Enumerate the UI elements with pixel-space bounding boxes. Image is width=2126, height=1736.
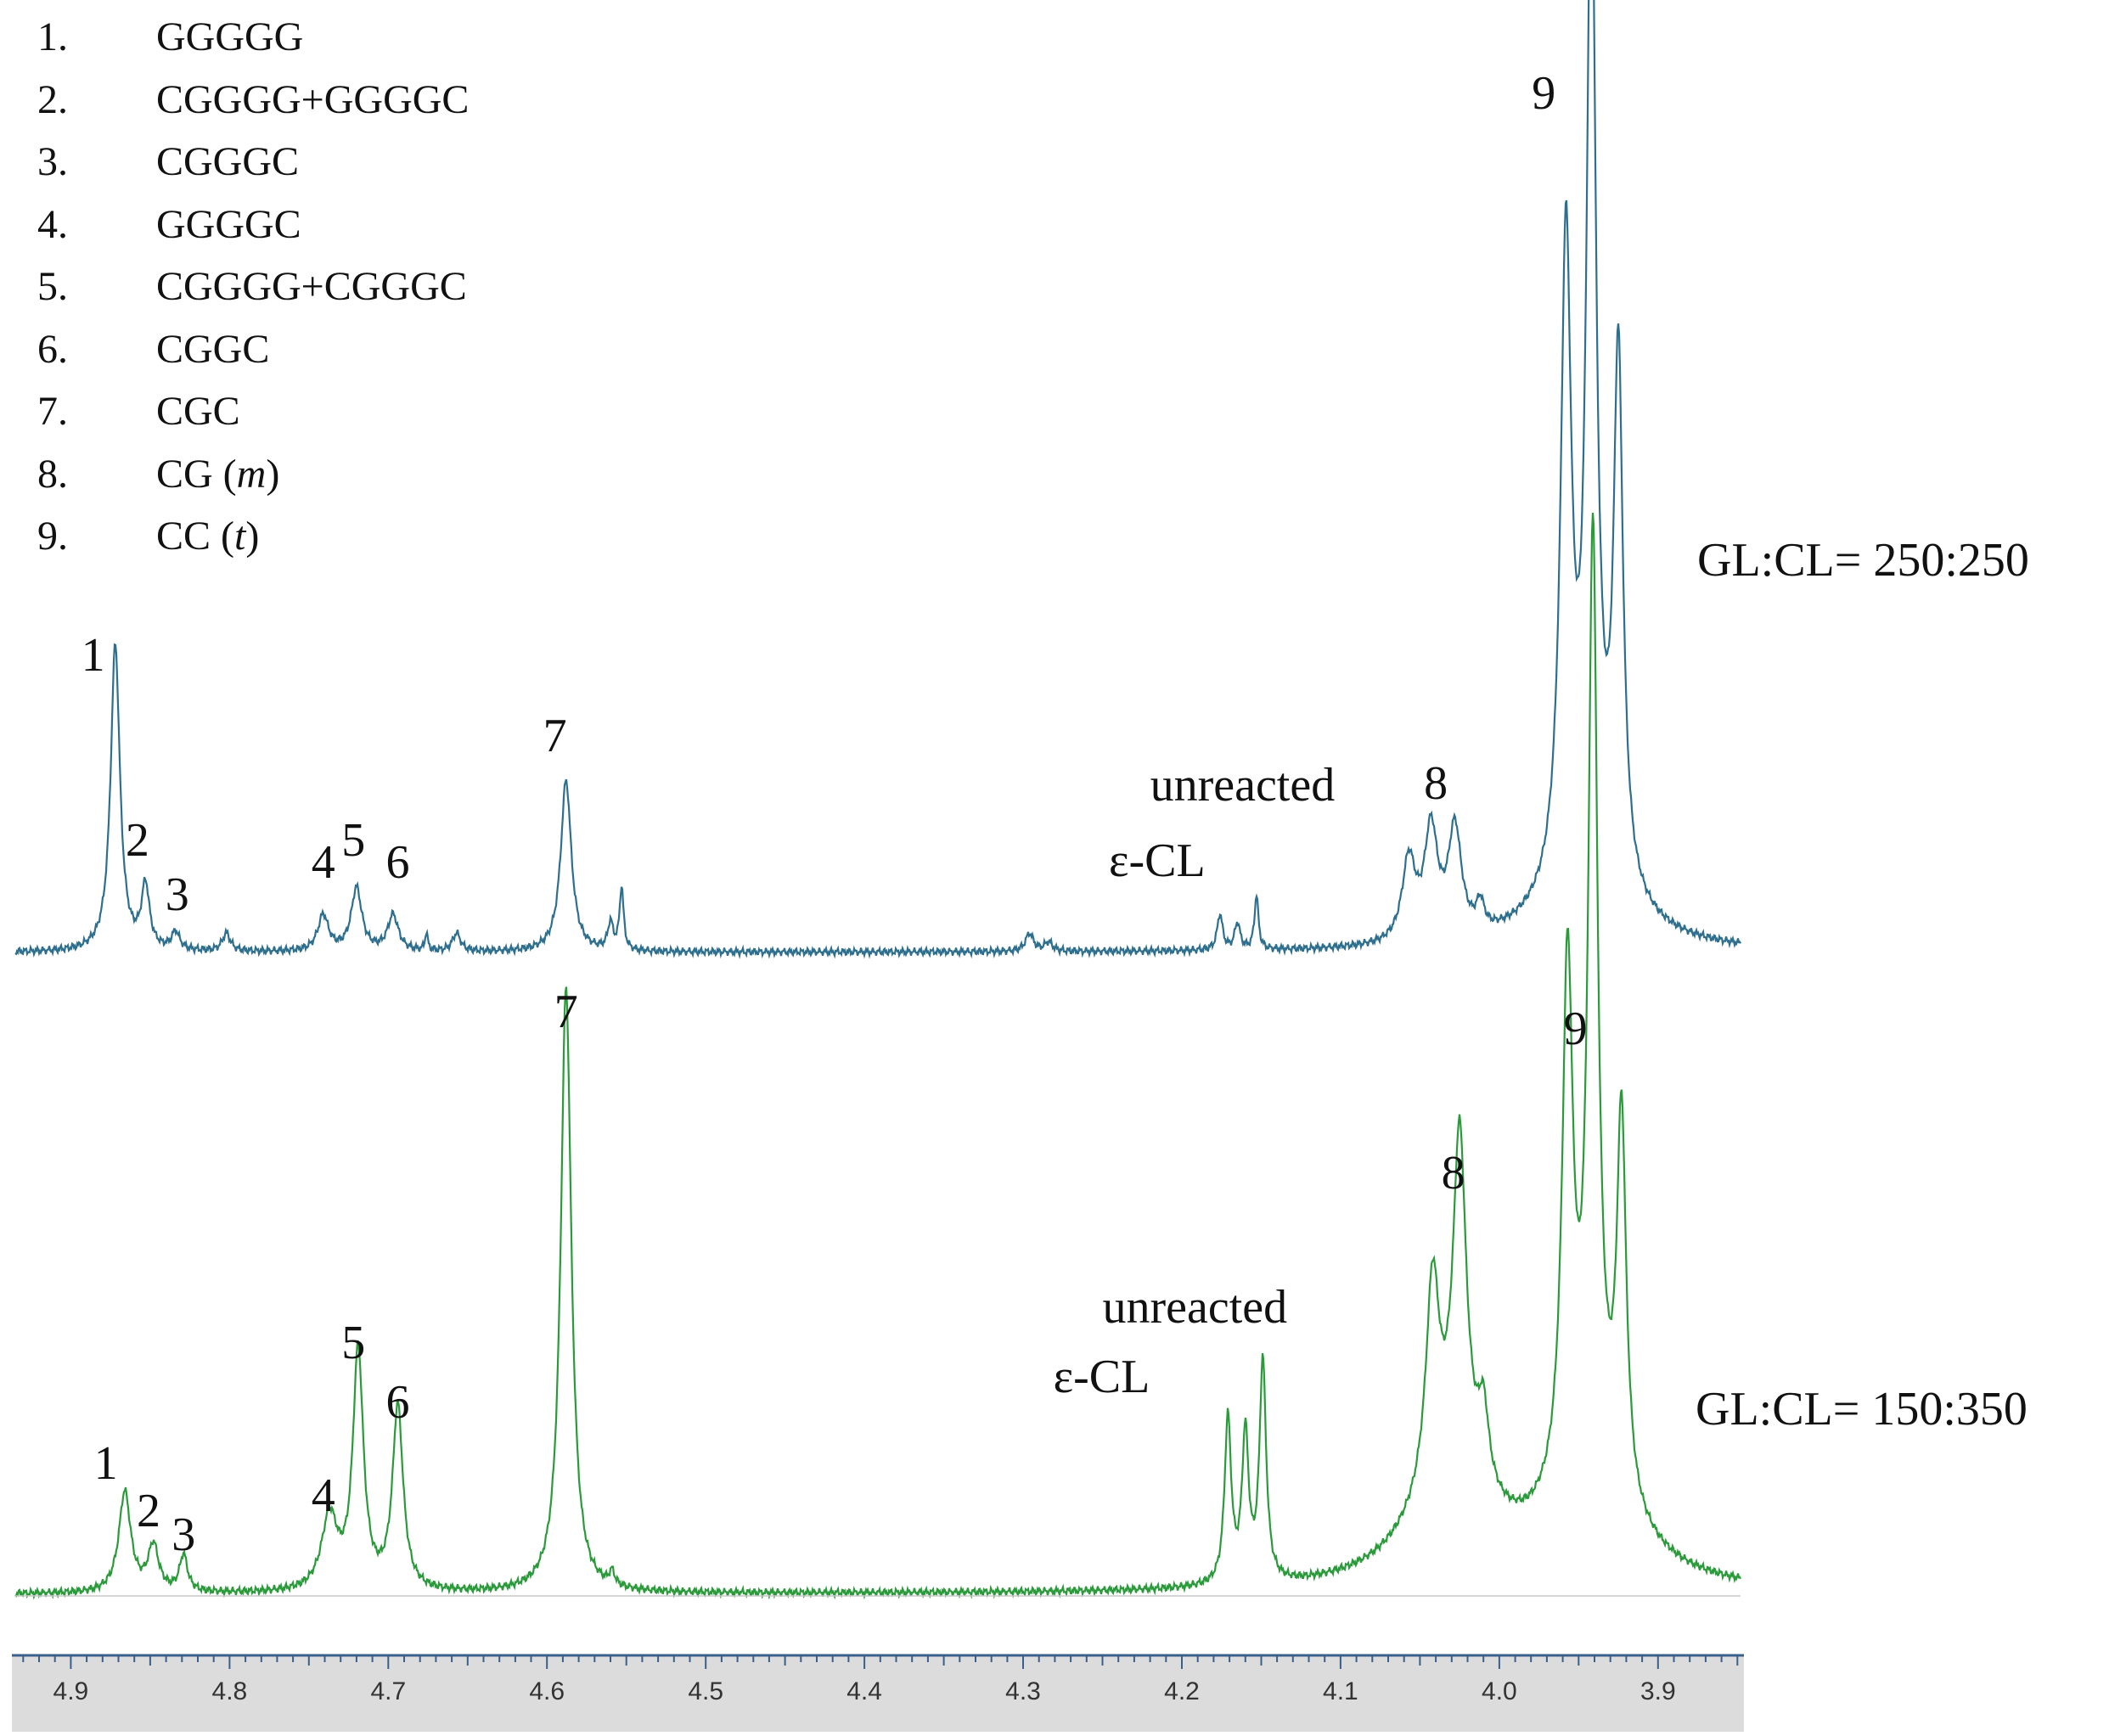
legend-number: 7. bbox=[37, 389, 68, 434]
peak-label-bottom-6: 7 bbox=[554, 986, 578, 1038]
peak-label-bottom-9: 8 bbox=[1442, 1147, 1465, 1199]
legend-label: CGC bbox=[156, 389, 240, 434]
peak-label-top-3: 4 bbox=[312, 836, 335, 889]
peak-label-bottom-4: 5 bbox=[341, 1317, 365, 1369]
ppm-axis: 4.9 4.8 4.7 4.6 4.5 4.4 4.3 4.2 4.1 4.0 3.9 bbox=[12, 1654, 1744, 1732]
x-tick-label-7: 4.2 bbox=[1164, 1677, 1200, 1705]
legend-label: CG (m) bbox=[156, 451, 280, 497]
legend-label: CC (t) bbox=[156, 514, 260, 559]
peak-label-top-10: 9 bbox=[1532, 67, 1555, 120]
peak-label-top-7: unreacted bbox=[1150, 759, 1336, 812]
x-tick-label-0: 4.9 bbox=[53, 1677, 89, 1705]
peak-label-bottom-5: 6 bbox=[386, 1376, 410, 1429]
legend-number: 1. bbox=[37, 14, 68, 59]
peak-label-top-1: 2 bbox=[126, 814, 149, 867]
x-tick-label-6: 4.3 bbox=[1005, 1677, 1041, 1705]
peak-label-bottom-0: 1 bbox=[94, 1437, 118, 1490]
peak-label-top-4: 5 bbox=[341, 814, 365, 867]
peak-label-top-0: 1 bbox=[82, 629, 105, 682]
legend-number: 8. bbox=[37, 451, 68, 497]
peak-label-bottom-7: unreacted bbox=[1103, 1281, 1288, 1334]
legend-label: GGGGC bbox=[156, 201, 301, 247]
legend-number: 6. bbox=[37, 326, 68, 372]
x-tick-label-2: 4.7 bbox=[370, 1677, 406, 1705]
spectrum-line-top bbox=[14, 0, 1741, 959]
peak-label-top-2: 3 bbox=[166, 868, 189, 921]
legend-label: CGGGG+CGGGC bbox=[156, 264, 467, 309]
peak-label-bottom-2: 3 bbox=[172, 1508, 195, 1561]
legend-number: 9. bbox=[37, 514, 68, 559]
series-label-top: GL:CL= 250:250 bbox=[1697, 534, 2029, 587]
peak-label-top-5: 6 bbox=[386, 836, 410, 889]
legend-number: 3. bbox=[37, 139, 68, 184]
series-label-bottom: GL:CL= 150:350 bbox=[1696, 1383, 2028, 1435]
peak-label-bottom-10: 9 bbox=[1564, 1003, 1588, 1055]
x-tick-label-5: 4.4 bbox=[846, 1677, 882, 1705]
x-tick-label-1: 4.8 bbox=[212, 1677, 248, 1705]
spectrum-line-bottom bbox=[14, 512, 1741, 1600]
legend-number: 4. bbox=[37, 201, 68, 247]
peak-label-top-6: 7 bbox=[543, 710, 567, 762]
legend-label: CGGGG+GGGGC bbox=[156, 76, 470, 122]
peak-label-bottom-1: 2 bbox=[137, 1485, 160, 1537]
legend-label: CGGGC bbox=[156, 139, 300, 184]
peak-label-bottom-8: ε-CL bbox=[1054, 1351, 1150, 1403]
x-tick-label-10: 3.9 bbox=[1640, 1677, 1676, 1705]
peak-label-bottom-3: 4 bbox=[312, 1469, 335, 1522]
x-tick-label-9: 4.0 bbox=[1482, 1677, 1517, 1705]
peak-label-top-8: ε-CL bbox=[1109, 834, 1206, 887]
peak-label-top-9: 8 bbox=[1424, 757, 1448, 810]
legend-number: 2. bbox=[37, 76, 68, 122]
spectra-group bbox=[14, 0, 1741, 1600]
x-tick-label-3: 4.6 bbox=[529, 1677, 565, 1705]
x-tick-label-4: 4.5 bbox=[688, 1677, 723, 1705]
axis-bar bbox=[12, 1655, 1744, 1732]
legend-label: CGGC bbox=[156, 326, 270, 372]
legend-label: GGGGG bbox=[156, 14, 304, 59]
x-tick-label-8: 4.1 bbox=[1323, 1677, 1358, 1705]
legend-number: 5. bbox=[37, 264, 68, 309]
